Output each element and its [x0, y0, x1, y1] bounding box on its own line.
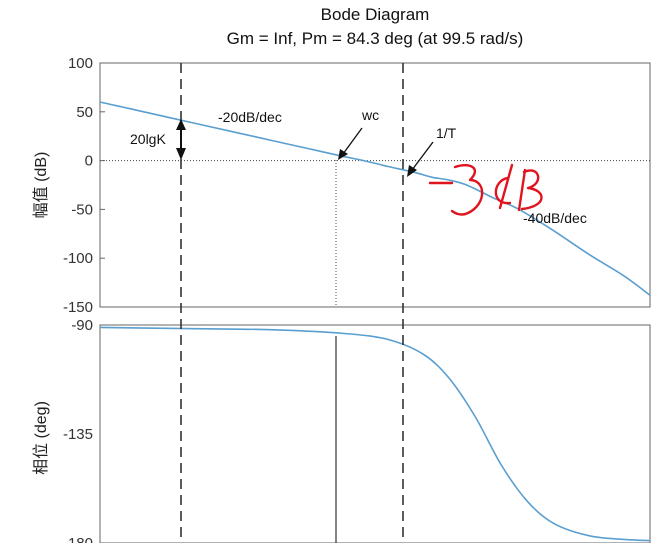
magnitude-tick-label: -100: [63, 250, 93, 267]
phase-curve: [99, 326, 651, 542]
magnitude-tick-label: -150: [63, 299, 93, 316]
wc-arrow: [338, 127, 363, 160]
magnitude-panel: 100 50 0 -50 -100 -150 幅值 (dB): [32, 55, 651, 316]
magnitude-ylabel: 幅值 (dB): [32, 152, 50, 219]
20lgk-arrow: [176, 119, 186, 160]
handwritten-minus3db: [428, 163, 543, 216]
phase-ylabel: 相位 (deg): [32, 401, 50, 475]
annotation-minus40db: -40dB/dec: [523, 210, 587, 226]
phase-tick-label: -135: [63, 426, 93, 443]
phase-axes-box: [99, 324, 651, 543]
magnitude-axes-box: [99, 62, 651, 308]
magnitude-tick-labels: 100 50 0 -50 -100 -150: [63, 55, 105, 316]
magnitude-tick-label: 0: [85, 153, 93, 170]
phase-panel: -90 -135 -180 相位 (deg): [32, 317, 651, 543]
phase-tick-labels: -90 -135 -180: [63, 317, 93, 543]
magnitude-curve: [99, 101, 651, 296]
magnitude-tick-label: -50: [71, 201, 93, 218]
annotation-wc: wc: [361, 107, 379, 123]
annotation-minus20db: -20dB/dec: [218, 109, 282, 125]
chart-subtitle: Gm = Inf, Pm = 84.3 deg (at 99.5 rad/s): [227, 29, 524, 48]
annotation-1-over-T: 1/T: [436, 125, 457, 141]
phase-tick-label: -90: [71, 317, 93, 334]
1-over-T-arrow: [407, 141, 434, 177]
chart-title: Bode Diagram: [321, 5, 430, 24]
magnitude-tick-label: 50: [76, 104, 93, 121]
magnitude-tick-label: 100: [68, 55, 93, 72]
annotation-20lgK: 20lgK: [130, 131, 166, 147]
phase-tick-label: -180: [63, 535, 93, 543]
